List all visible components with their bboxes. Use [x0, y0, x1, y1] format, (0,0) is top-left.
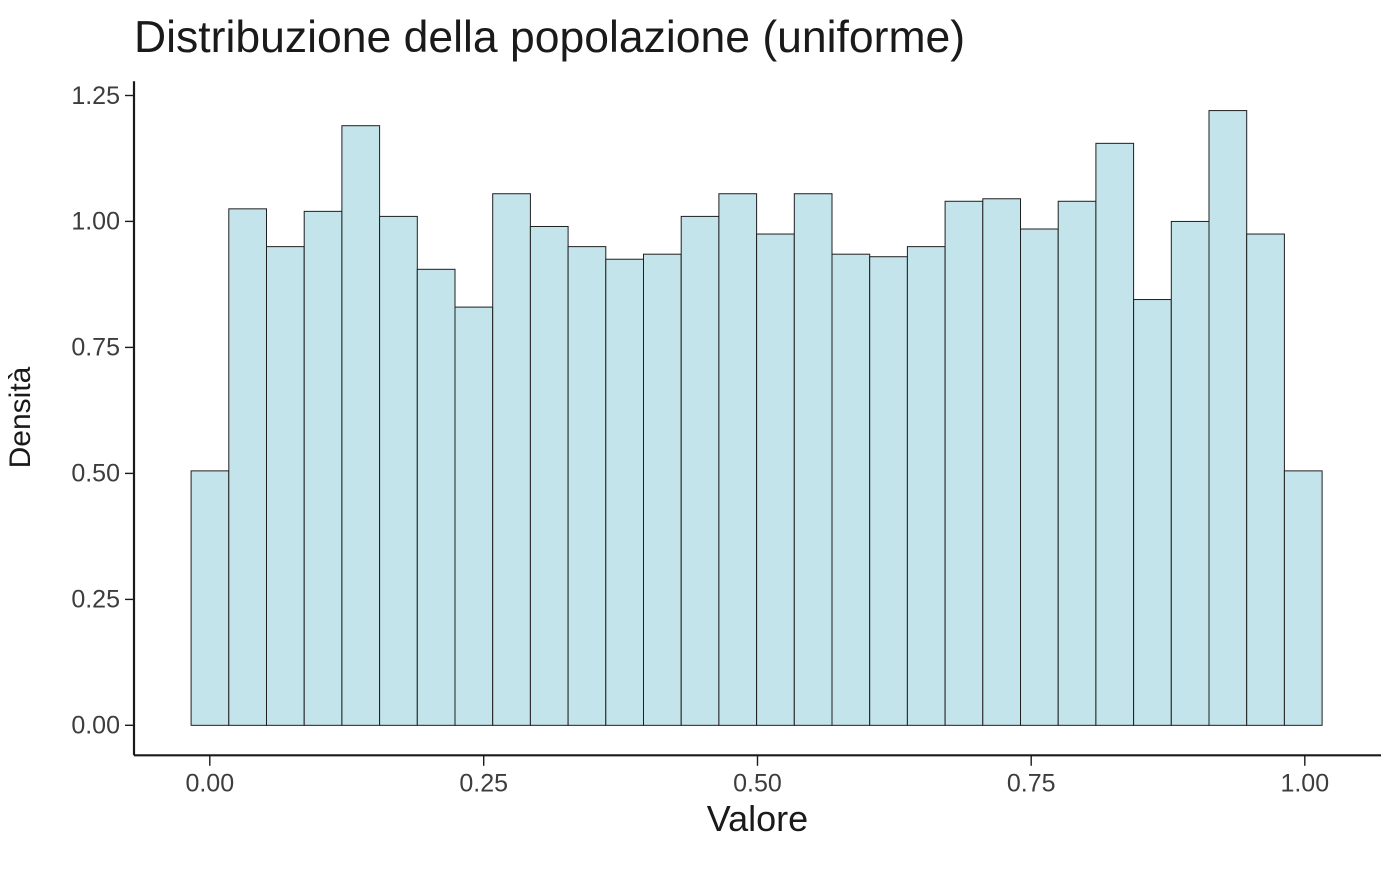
svg-text:0.75: 0.75 [71, 334, 120, 362]
svg-text:Valore: Valore [707, 798, 808, 839]
svg-text:0.50: 0.50 [71, 460, 120, 488]
svg-text:0.75: 0.75 [1007, 770, 1056, 798]
svg-text:Densità: Densità [4, 366, 37, 468]
svg-text:0.50: 0.50 [733, 770, 782, 798]
svg-text:1.00: 1.00 [71, 208, 120, 236]
svg-text:0.00: 0.00 [71, 712, 120, 740]
svg-text:1.25: 1.25 [71, 82, 120, 110]
svg-text:0.00: 0.00 [185, 770, 234, 798]
svg-text:Distribuzione della popolazion: Distribuzione della popolazione (uniform… [134, 13, 965, 62]
svg-text:0.25: 0.25 [71, 586, 120, 614]
svg-text:0.25: 0.25 [459, 770, 508, 798]
svg-text:1.00: 1.00 [1280, 770, 1329, 798]
